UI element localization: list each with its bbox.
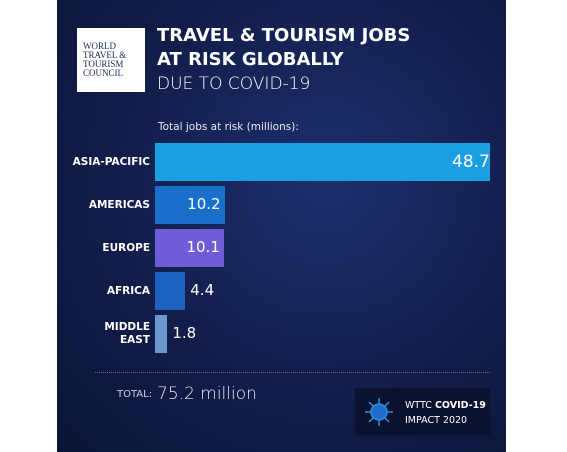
category-label: MIDDLE EAST <box>104 321 150 346</box>
title: AT RISK GLOBALLY <box>157 49 344 70</box>
logo-line: WORLD <box>83 41 116 51</box>
total-label: TOTAL: <box>117 389 153 400</box>
divider <box>95 372 490 373</box>
subtitle: DUE TO COVID-19 <box>157 74 311 94</box>
bar <box>155 143 490 181</box>
value-label: 48.7 <box>452 152 490 172</box>
title: TRAVEL & TOURISM JOBS <box>157 25 411 46</box>
logo-line: COUNCIL <box>83 68 123 78</box>
footer-prefix: WTTC <box>405 400 432 411</box>
bar <box>155 186 226 224</box>
logo-line: TRAVEL & <box>83 50 127 60</box>
value-label: 10.2 <box>187 195 221 213</box>
bar <box>155 229 225 267</box>
category-label: ASIA-PACIFIC <box>72 155 150 168</box>
category-label: AMERICAS <box>88 198 150 211</box>
logo-line: TOURISM <box>83 59 124 69</box>
footer-bold: COVID-19 <box>434 400 486 411</box>
logo: WORLD TRAVEL & TOURISM COUNCIL <box>77 28 145 92</box>
value-label: 4.4 <box>190 281 215 299</box>
footer-line: WTTC COVID-19 <box>405 400 486 411</box>
category-label: EUROPE <box>102 241 150 254</box>
virus-icon <box>365 398 393 426</box>
footer-line2: IMPACT 2020 <box>405 415 468 426</box>
total: 75.2 million <box>157 384 257 404</box>
axis-label: Total jobs at risk (millions): <box>158 121 299 133</box>
value-label: 10.1 <box>186 238 220 256</box>
category-label: AFRICA <box>106 284 150 297</box>
bar <box>155 272 186 310</box>
bar <box>155 315 168 353</box>
value-label: 1.8 <box>172 324 197 342</box>
footer-box: WTTC COVID-19 IMPACT 2020 <box>355 388 490 435</box>
